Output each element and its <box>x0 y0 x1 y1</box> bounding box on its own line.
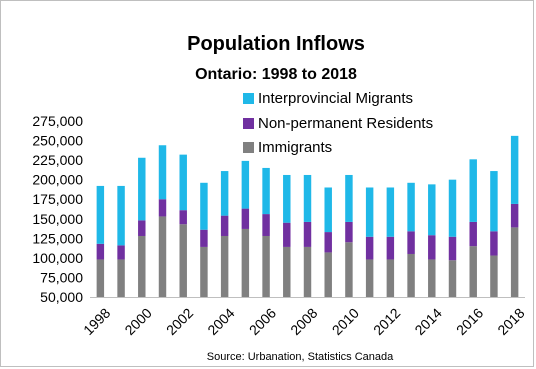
bar-non-permanent-residents-2015 <box>448 236 457 261</box>
bar-immigrants-2004 <box>220 235 229 297</box>
bar-interprovincial-migrants-2018 <box>510 135 519 204</box>
y-tick-label: 200,000 <box>32 172 83 188</box>
chart-subtitle: Ontario: 1998 to 2018 <box>195 66 357 83</box>
x-axis: 1998 2000 2002 2004 2006 2008 2010 2012 2014 2016… <box>80 297 528 338</box>
bar-non-permanent-residents-2018 <box>510 203 519 228</box>
bar-interprovincial-migrants-2011 <box>365 187 374 237</box>
bar-interprovincial-migrants-2016 <box>469 159 477 222</box>
bar-non-permanent-residents-2011 <box>365 236 374 260</box>
y-tick-label: 275,000 <box>32 113 83 129</box>
bar-interprovincial-migrants-2017 <box>490 171 498 232</box>
bar-immigrants-2003 <box>200 246 208 297</box>
bar-immigrants-2010 <box>345 242 353 297</box>
bar-non-permanent-residents-2002 <box>179 210 187 225</box>
x-tick-label: 2012 <box>370 305 403 338</box>
chart-title: Population Inflows <box>187 33 365 55</box>
legend-label-non-permanent-residents: Non-permanent Residents <box>258 115 433 132</box>
bar-non-permanent-residents-2006 <box>262 214 270 236</box>
y-tick-label: 225,000 <box>32 152 83 168</box>
bar-immigrants-2009 <box>324 252 332 297</box>
x-tick-label: 2008 <box>287 305 320 338</box>
bar-non-permanent-residents-2004 <box>220 215 229 236</box>
bar-non-permanent-residents-2007 <box>283 222 291 247</box>
bar-interprovincial-migrants-2001 <box>158 145 167 200</box>
source-note: Source: Urbanation, Statistics Canada <box>207 351 394 363</box>
bar-immigrants-2000 <box>138 235 146 297</box>
bar-interprovincial-migrants-2002 <box>179 154 187 211</box>
legend-label-immigrants: Immigrants <box>258 139 332 156</box>
bar-interprovincial-migrants-2006 <box>262 167 270 215</box>
bar-immigrants-2016 <box>469 246 477 297</box>
legend-swatch-immigrants <box>243 142 254 153</box>
y-tick-label: 150,000 <box>32 211 83 227</box>
legend-swatch-interprovincial-migrants <box>243 93 254 104</box>
bar-immigrants-1998 <box>96 259 105 297</box>
y-tick-label: 175,000 <box>32 191 83 207</box>
legend: Interprovincial Migrants Non-permanent Re… <box>243 90 433 156</box>
x-tick-label: 2014 <box>411 305 444 338</box>
bar-interprovincial-migrants-1998 <box>96 185 105 244</box>
bar-non-permanent-residents-2013 <box>407 231 415 254</box>
bar-non-permanent-residents-1999 <box>117 245 125 260</box>
bar-immigrants-2011 <box>365 259 374 297</box>
y-axis: 50,000 75,000 100,000 125,000 150,000 175,000… <box>32 113 83 305</box>
x-tick-label: 2006 <box>246 305 279 338</box>
bar-non-permanent-residents-2000 <box>138 220 146 236</box>
bar-interprovincial-migrants-2010 <box>345 174 353 222</box>
bar-non-permanent-residents-2016 <box>469 221 477 247</box>
x-tick-label: 2010 <box>329 305 362 338</box>
legend-swatch-non-permanent-residents <box>243 118 254 129</box>
bar-interprovincial-migrants-1999 <box>117 185 125 246</box>
x-tick-label: 2016 <box>453 305 486 338</box>
x-tick-label: 2000 <box>121 305 154 338</box>
bar-interprovincial-migrants-2005 <box>241 160 250 209</box>
bar-interprovincial-migrants-2012 <box>386 187 395 237</box>
bar-immigrants-2015 <box>448 260 457 297</box>
bar-immigrants-2002 <box>179 224 187 297</box>
y-tick-label: 100,000 <box>32 250 83 266</box>
y-tick-label: 250,000 <box>32 133 83 149</box>
bar-non-permanent-residents-2003 <box>200 229 208 247</box>
bar-immigrants-2001 <box>158 216 167 297</box>
y-tick-label: 125,000 <box>32 230 83 246</box>
bar-interprovincial-migrants-2015 <box>448 179 457 237</box>
y-tick-label: 75,000 <box>40 269 83 285</box>
bar-immigrants-2006 <box>262 235 270 297</box>
bar-interprovincial-migrants-2007 <box>283 174 291 223</box>
bar-immigrants-2014 <box>428 259 436 297</box>
x-tick-label: 2004 <box>204 305 237 338</box>
bar-non-permanent-residents-2017 <box>490 231 498 256</box>
bar-immigrants-2018 <box>510 227 519 297</box>
bar-interprovincial-migrants-2013 <box>407 182 415 232</box>
bar-non-permanent-residents-2014 <box>428 235 436 260</box>
bar-immigrants-1999 <box>117 259 125 297</box>
bar-non-permanent-residents-2010 <box>345 221 353 243</box>
bar-immigrants-2005 <box>241 228 250 297</box>
bar-interprovincial-migrants-2003 <box>200 182 208 230</box>
x-tick-label: 2018 <box>494 305 527 338</box>
bar-interprovincial-migrants-2004 <box>220 171 229 216</box>
bar-immigrants-2012 <box>386 259 395 297</box>
y-tick-label: 50,000 <box>40 289 83 305</box>
bar-immigrants-2013 <box>407 253 415 297</box>
bar-interprovincial-migrants-2008 <box>303 174 312 222</box>
bars <box>96 135 519 297</box>
bar-non-permanent-residents-2001 <box>158 199 167 217</box>
bar-non-permanent-residents-2012 <box>386 236 395 260</box>
bar-interprovincial-migrants-2009 <box>324 187 332 233</box>
x-tick-label: 1998 <box>80 305 113 338</box>
legend-label-interprovincial-migrants: Interprovincial Migrants <box>258 90 413 107</box>
bar-immigrants-2008 <box>303 246 312 297</box>
bar-interprovincial-migrants-2014 <box>428 184 436 236</box>
bar-non-permanent-residents-2008 <box>303 221 312 247</box>
bar-immigrants-2007 <box>283 246 291 297</box>
bar-non-permanent-residents-1998 <box>96 243 105 260</box>
bar-interprovincial-migrants-2000 <box>138 157 146 221</box>
bar-non-permanent-residents-2009 <box>324 232 332 253</box>
bar-non-permanent-residents-2005 <box>241 208 250 229</box>
bar-immigrants-2017 <box>490 255 498 297</box>
x-tick-label: 2002 <box>163 305 196 338</box>
